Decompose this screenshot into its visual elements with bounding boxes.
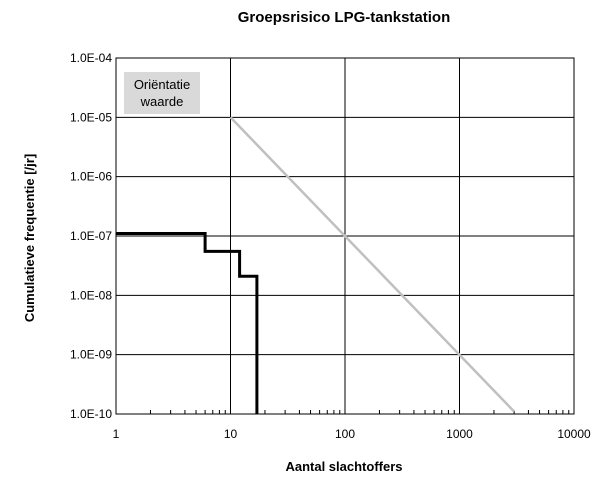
y-tick-label: 1.0E-06 <box>70 170 112 184</box>
y-tick-label: 1.0E-10 <box>70 407 112 421</box>
x-tick-label: 1000 <box>446 427 473 441</box>
annotation-text: waarde <box>140 94 184 109</box>
annotation-box <box>124 72 200 114</box>
chart-title: Groepsrisico LPG-tankstation <box>238 9 451 26</box>
plot-area: 1.0E-04 1.0E-05 1.0E-06 1.0E-07 1.0E-08 1.0E-… <box>70 51 591 441</box>
x-axis-title: Aantal slachtoffers <box>285 459 402 474</box>
y-tick-label: 1.0E-05 <box>70 110 112 124</box>
y-axis-title: Cumulatieve frequentie [/jr] <box>22 154 37 322</box>
x-tick-label: 100 <box>335 427 355 441</box>
fn-curve-series <box>116 232 259 414</box>
x-tick-label: 10000 <box>557 427 591 441</box>
y-tick-label: 1.0E-04 <box>70 51 112 65</box>
y-tick-label: 1.0E-09 <box>70 348 112 362</box>
orientation-value-series <box>229 116 515 413</box>
y-tick-label: 1.0E-08 <box>70 288 112 302</box>
x-tick-label: 1 <box>113 427 120 441</box>
annotation-text: Oriëntatie <box>134 77 190 92</box>
y-tick-label: 1.0E-07 <box>70 229 112 243</box>
x-tick-label: 10 <box>224 427 238 441</box>
plot-frame <box>115 57 575 415</box>
